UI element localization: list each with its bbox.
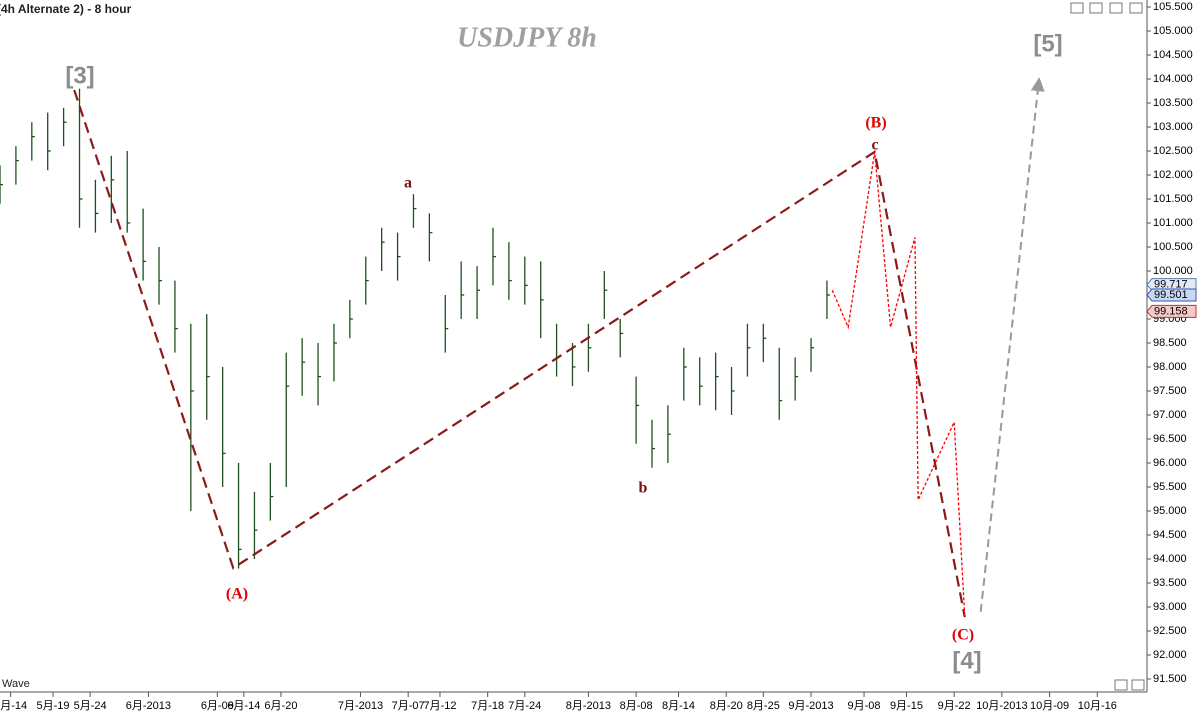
y-tick-label: 105.000	[1153, 25, 1193, 37]
x-tick-label: 8月-25	[747, 700, 780, 712]
y-tick-label: 103.000	[1153, 121, 1193, 133]
y-tick-label: 94.000	[1153, 553, 1187, 565]
icon[interactable]	[1114, 679, 1128, 691]
y-tick-label: 95.000	[1153, 505, 1187, 517]
y-tick-label: 98.000	[1153, 361, 1187, 373]
icon[interactable]	[1129, 2, 1143, 14]
y-tick-label: 101.000	[1153, 217, 1193, 229]
y-tick-label: 104.000	[1153, 73, 1193, 85]
icon[interactable]	[1131, 679, 1145, 691]
icon[interactable]	[1089, 2, 1103, 14]
icon[interactable]	[1109, 2, 1123, 14]
y-tick-label: 102.500	[1153, 145, 1193, 157]
x-tick-label: 6月-14	[227, 700, 260, 712]
x-tick-label: 7月-2013	[338, 700, 383, 712]
y-tick-label: 92.000	[1153, 649, 1187, 661]
price-tag-label: 99.501	[1154, 289, 1188, 301]
x-tick-label: 5月-19	[36, 700, 69, 712]
y-tick-label: 96.000	[1153, 457, 1187, 469]
x-tick-label: 8月-2013	[566, 700, 611, 712]
y-tick-label: 105.500	[1153, 1, 1193, 13]
x-tick-label: 7月-18	[471, 700, 504, 712]
price-tag	[1146, 288, 1197, 302]
y-tick-label: 103.500	[1153, 97, 1193, 109]
x-tick-label: 7月-24	[508, 700, 541, 712]
x-tick-label: 5月-24	[74, 700, 107, 712]
y-tick-label: 94.500	[1153, 529, 1187, 541]
toolbar-icons	[1070, 2, 1145, 691]
x-tick-label: 10月-16	[1078, 700, 1117, 712]
wave-label: (A)	[226, 586, 248, 603]
x-tick-label: 6月-20	[264, 700, 297, 712]
y-tick-label: 102.000	[1153, 169, 1193, 181]
y-tick-label: 92.500	[1153, 625, 1187, 637]
y-tick-label: 101.500	[1153, 193, 1193, 205]
x-tick-label: 8月-14	[662, 700, 695, 712]
x-tick-label: 9月-2013	[788, 700, 833, 712]
x-tick-label: 10月-2013	[976, 700, 1027, 712]
x-tick-label: 6月-2013	[126, 700, 171, 712]
wave-label: (B)	[865, 115, 886, 132]
x-tick-label: 9月-08	[848, 700, 881, 712]
y-tick-label: 93.500	[1153, 577, 1187, 589]
wave-label: [3]	[65, 62, 94, 89]
icon[interactable]	[1070, 2, 1084, 14]
x-tick-label: 9月-15	[890, 700, 923, 712]
x-tick-label: 8月-20	[710, 700, 743, 712]
wave-label: a	[404, 175, 412, 192]
x-tick-label: 8月-08	[620, 700, 653, 712]
chart-title: USDJPY 8h	[457, 22, 597, 53]
wave-line	[979, 77, 1045, 612]
y-tick-label: 93.000	[1153, 601, 1187, 613]
y-tick-label: 100.500	[1153, 241, 1193, 253]
wave-label: (C)	[952, 627, 974, 644]
wave-line	[831, 151, 966, 618]
y-tick-label: 97.500	[1153, 385, 1187, 397]
wave-label: [5]	[1033, 30, 1062, 57]
x-tick-label: 7月-12	[423, 700, 456, 712]
x-tick-label: 9月-22	[938, 700, 971, 712]
chart-subtitle: (4h Alternate 2) - 8 hour	[0, 2, 132, 16]
wave-label: b	[639, 480, 648, 497]
y-tick-label: 97.000	[1153, 409, 1187, 421]
footer-label: Wave	[2, 678, 30, 690]
wave-line	[73, 89, 966, 618]
price-tag-label: 99.717	[1154, 278, 1188, 290]
y-tick-label: 104.500	[1153, 49, 1193, 61]
price-tag	[1146, 304, 1197, 318]
plot-area	[0, 77, 1045, 618]
y-tick-label: 91.500	[1153, 673, 1187, 685]
x-tick-label: 7月-07	[392, 700, 425, 712]
wave-label: c	[871, 137, 878, 154]
y-tick-label: 98.500	[1153, 337, 1187, 349]
x-tick-label: 6月-09	[201, 700, 234, 712]
y-tick-label: 96.500	[1153, 433, 1187, 445]
wave-label: [4]	[952, 647, 981, 674]
x-tick-label: 5月-14	[0, 700, 27, 712]
y-tick-label: 100.000	[1153, 265, 1193, 277]
y-tick-label: 95.500	[1153, 481, 1187, 493]
price-tag-label: 99.158	[1154, 305, 1188, 317]
x-tick-label: 10月-09	[1030, 700, 1069, 712]
